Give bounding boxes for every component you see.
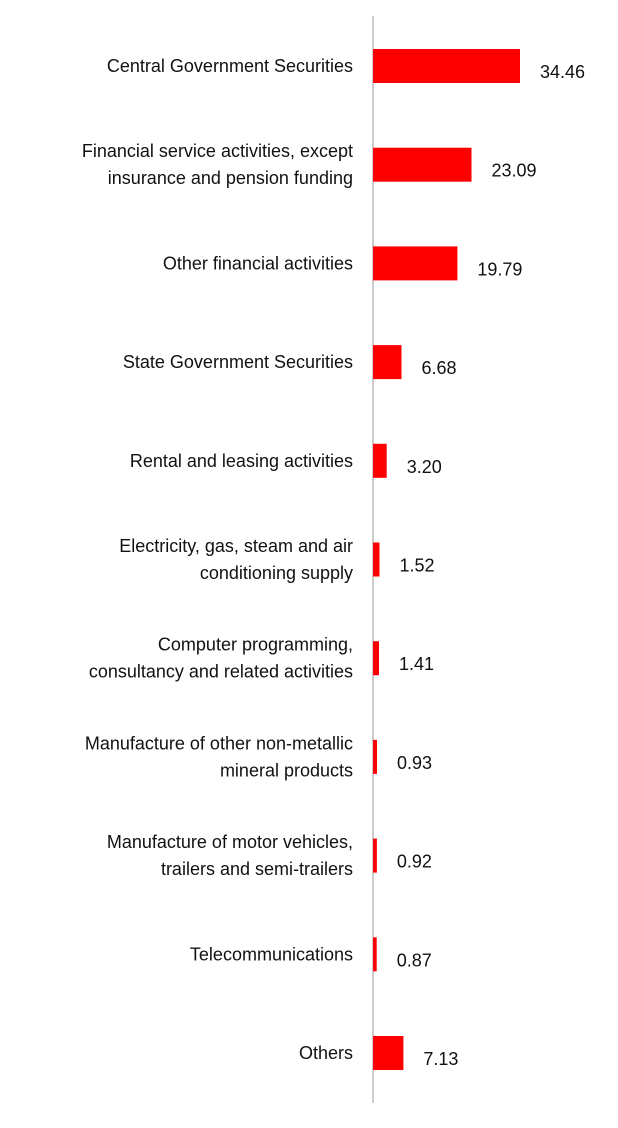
category-label: Manufacture of motor vehicles, trailers a…: [107, 832, 353, 879]
category-label-line: Computer programming,: [158, 635, 353, 655]
bar: [373, 443, 387, 478]
category-label-line: consultancy and related activities: [89, 662, 353, 682]
bar: [373, 49, 520, 83]
value-label: 0.93: [397, 753, 432, 773]
category-label-line: Central Government Securities: [107, 56, 353, 76]
category-labels-group: Central Government Securities Financial s…: [82, 56, 353, 1063]
value-label: 3.20: [407, 457, 442, 477]
category-label: Central Government Securities: [107, 56, 353, 76]
value-labels-group: 34.46 23.09 19.79 6.68 3.20 1.52 1.41 0.93 0.92 0…: [397, 62, 585, 1069]
bar: [373, 937, 377, 972]
value-label: 34.46: [540, 62, 585, 82]
category-label-line: trailers and semi-trailers: [161, 859, 353, 879]
bar: [373, 739, 377, 774]
bars-group: [373, 49, 520, 1070]
category-label: Manufacture of other non-metallic mineral…: [85, 733, 353, 780]
category-label: State Government Securities: [123, 352, 353, 372]
category-label: Others: [299, 1043, 353, 1063]
category-label-line: Financial service activities, except: [82, 141, 353, 161]
value-label: 7.13: [423, 1049, 458, 1069]
category-label-line: State Government Securities: [123, 352, 353, 372]
bar: [373, 345, 402, 380]
value-label: 0.92: [397, 852, 432, 872]
category-label: Electricity, gas, steam and air condition…: [119, 536, 353, 583]
bar: [373, 147, 472, 182]
bar: [373, 641, 379, 676]
category-label-line: Manufacture of motor vehicles,: [107, 832, 353, 852]
value-label: 1.41: [399, 654, 434, 674]
bar: [373, 838, 377, 873]
value-label: 19.79: [477, 259, 522, 279]
category-label: Other financial activities: [163, 253, 353, 273]
category-label: Computer programming, consultancy and rel…: [89, 635, 353, 682]
value-label: 1.52: [400, 556, 435, 576]
category-label-line: insurance and pension funding: [108, 168, 353, 188]
category-label-line: Others: [299, 1043, 353, 1063]
bar: [373, 246, 458, 281]
bar: [373, 1036, 404, 1070]
category-label-line: Telecommunications: [190, 944, 353, 964]
value-label: 23.09: [492, 161, 537, 181]
bar: [373, 542, 380, 577]
category-label-line: Rental and leasing activities: [130, 451, 353, 471]
category-label: Rental and leasing activities: [130, 451, 353, 471]
value-label: 6.68: [422, 358, 457, 378]
value-label: 0.87: [397, 950, 432, 970]
category-label-line: conditioning supply: [200, 563, 353, 583]
category-label-line: Manufacture of other non-metallic: [85, 733, 353, 753]
category-label-line: Electricity, gas, steam and air: [119, 536, 353, 556]
category-label: Telecommunications: [190, 944, 353, 964]
category-label-line: Other financial activities: [163, 253, 353, 273]
category-label: Financial service activities, except insu…: [82, 141, 353, 188]
category-label-line: mineral products: [220, 760, 353, 780]
